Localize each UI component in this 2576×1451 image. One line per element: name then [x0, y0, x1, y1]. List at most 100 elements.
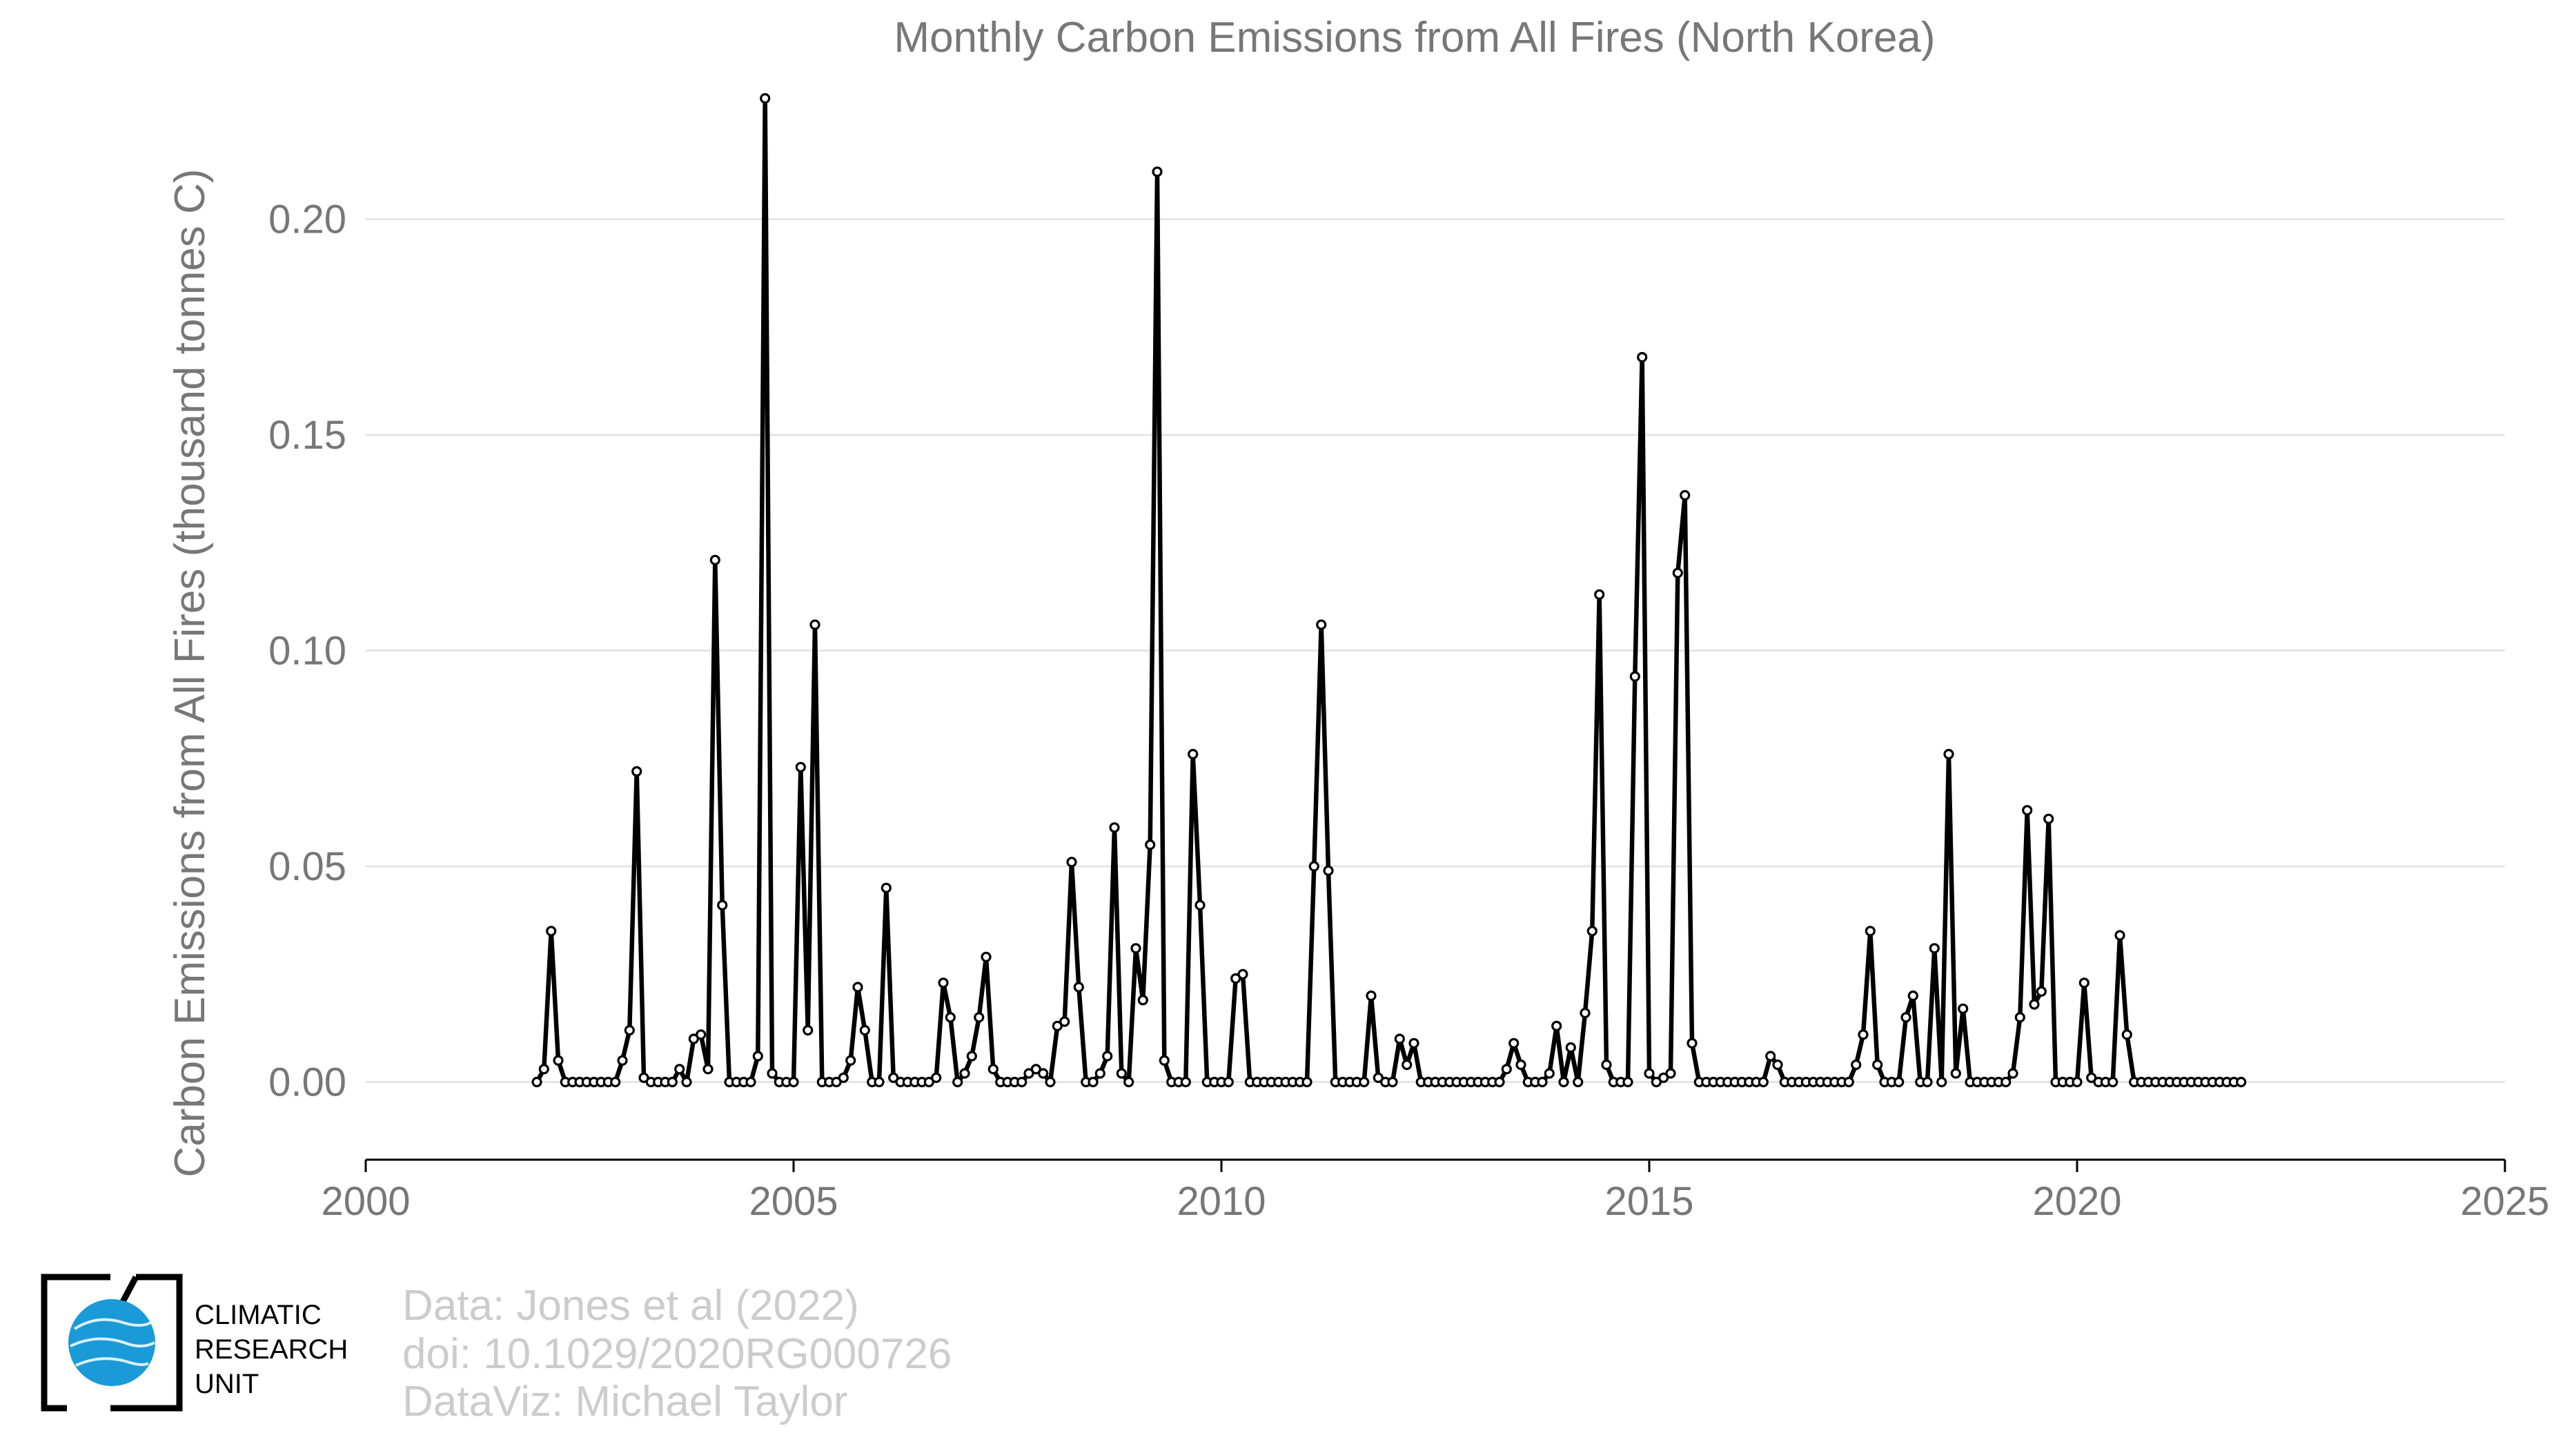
- data-point-188: [1872, 1059, 1883, 1071]
- data-point-185: [1851, 1059, 1862, 1071]
- logo-text-line3: UNIT: [195, 1369, 259, 1399]
- data-point-11: [610, 1076, 621, 1088]
- data-point-20: [674, 1064, 685, 1075]
- data-point-120: [1387, 1076, 1398, 1088]
- data-point-206: [2000, 1076, 2012, 1088]
- y-tick-label-3: 0.15: [268, 413, 346, 458]
- data-point-217: [2078, 977, 2090, 989]
- data-point-61: [966, 1051, 977, 1062]
- data-point-97: [1223, 1076, 1234, 1088]
- data-point-92: [1188, 748, 1199, 760]
- data-point-172: [1758, 1076, 1769, 1088]
- data-point-222: [2114, 930, 2125, 941]
- data-point-64: [987, 1064, 999, 1075]
- data-point-45: [852, 982, 863, 993]
- data-point-186: [1858, 1029, 1869, 1040]
- data-point-0: [531, 1076, 542, 1088]
- data-point-31: [752, 1051, 763, 1062]
- data-point-39: [809, 619, 820, 630]
- data-point-138: [1515, 1059, 1526, 1071]
- logo-text-line1: CLIMATIC: [195, 1300, 322, 1330]
- x-tick-label-4: 2020: [2032, 1179, 2121, 1224]
- credit-doi: doi: 10.1029/2020RG000726: [402, 1330, 952, 1378]
- data-point-1: [538, 1064, 549, 1075]
- data-point-137: [1508, 1038, 1520, 1049]
- data-point-123: [1408, 1038, 1419, 1049]
- data-point-62: [974, 1012, 985, 1023]
- x-axis-ticks: 2000 2005 2010 2015 2020 2025: [321, 1160, 2550, 1224]
- globe-swirl-icon: [70, 1318, 155, 1367]
- x-tick-label-5: 2025: [2460, 1179, 2549, 1224]
- data-point-173: [1765, 1051, 1776, 1062]
- data-point-158: [1658, 1072, 1669, 1083]
- data-point-55: [923, 1076, 934, 1088]
- data-point-43: [838, 1072, 849, 1083]
- data-point-210: [2029, 999, 2040, 1010]
- data-point-121: [1394, 1033, 1405, 1044]
- data-point-149: [1594, 589, 1605, 600]
- data-point-48: [874, 1076, 885, 1088]
- data-point-211: [2036, 986, 2047, 997]
- y-tick-label-0: 0.00: [268, 1060, 346, 1105]
- data-point-146: [1573, 1076, 1584, 1088]
- logo-bracket-left: [41, 1274, 110, 1412]
- data-point-142: [1544, 1068, 1555, 1079]
- data-point-200: [1958, 1003, 1969, 1014]
- data-point-83: [1123, 1076, 1134, 1088]
- data-point-197: [1936, 1076, 1947, 1088]
- data-point-72: [1045, 1076, 1056, 1088]
- logo-bracket-right: [110, 1274, 183, 1412]
- logo-text-line2: RESEARCH: [195, 1334, 348, 1365]
- data-point-148: [1586, 926, 1597, 937]
- data-point-209: [2022, 805, 2033, 816]
- data-point-71: [1038, 1068, 1049, 1079]
- data-point-161: [1680, 489, 1691, 501]
- data-point-193: [1907, 990, 1918, 1002]
- data-point-13: [624, 1024, 635, 1036]
- data-point-58: [945, 1012, 956, 1023]
- data-point-87: [1152, 166, 1163, 177]
- data-point-191: [1894, 1076, 1905, 1088]
- data-point-195: [1922, 1076, 1933, 1088]
- data-point-159: [1665, 1068, 1676, 1079]
- data-point-23: [696, 1029, 707, 1040]
- data-point-93: [1194, 899, 1206, 910]
- data-point-21: [681, 1076, 692, 1088]
- data-point-74: [1059, 1016, 1070, 1027]
- data-point-85: [1137, 995, 1148, 1006]
- data-point-199: [1950, 1068, 1961, 1079]
- data-point-88: [1159, 1055, 1170, 1066]
- data-point-46: [859, 1024, 870, 1036]
- data-point-157: [1651, 1076, 1662, 1088]
- data-point-160: [1672, 567, 1683, 578]
- data-point-143: [1551, 1020, 1562, 1031]
- data-point-141: [1537, 1076, 1548, 1088]
- data-point-36: [788, 1076, 799, 1088]
- data-point-63: [981, 951, 992, 962]
- data-point-84: [1130, 943, 1141, 954]
- data-point-116: [1359, 1076, 1370, 1088]
- data-point-147: [1580, 1007, 1591, 1019]
- data-point-76: [1073, 982, 1084, 993]
- data-point-60: [959, 1068, 970, 1079]
- data-point-32: [760, 92, 771, 104]
- data-points: [531, 92, 2247, 1088]
- data-point-24: [702, 1064, 714, 1075]
- credit-dataviz: DataViz: Michael Taylor: [402, 1378, 848, 1425]
- data-point-156: [1644, 1068, 1655, 1079]
- cru-logo: CLIMATIC RESEARCH UNIT: [41, 1274, 348, 1412]
- data-point-192: [1900, 1012, 1911, 1023]
- x-tick-label-3: 2015: [1604, 1179, 1693, 1224]
- data-point-44: [845, 1055, 856, 1066]
- y-tick-label-1: 0.05: [268, 844, 346, 889]
- data-point-111: [1323, 865, 1334, 876]
- data-point-30: [745, 1076, 756, 1088]
- data-point-82: [1116, 1068, 1127, 1079]
- data-point-14: [631, 766, 642, 777]
- data-point-144: [1558, 1076, 1569, 1088]
- x-tick-label-2: 2010: [1177, 1179, 1266, 1224]
- data-point-19: [667, 1076, 678, 1088]
- data-point-33: [767, 1068, 778, 1079]
- data-point-196: [1929, 943, 1940, 954]
- data-point-174: [1772, 1059, 1783, 1071]
